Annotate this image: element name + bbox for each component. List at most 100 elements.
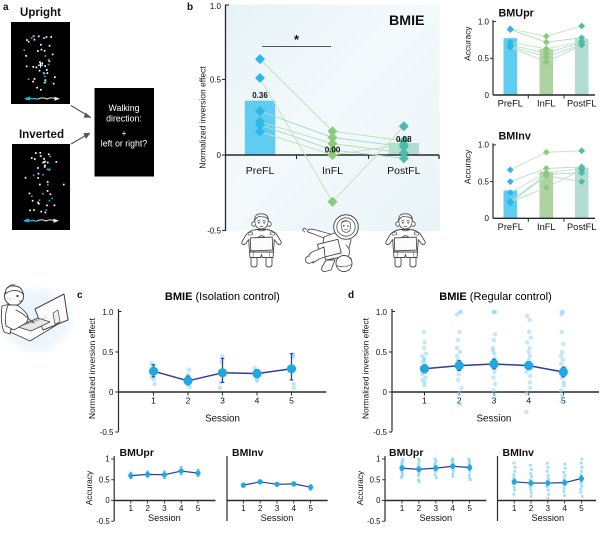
svg-text:Session: Session xyxy=(477,414,512,425)
svg-text:Normalized inversion effect: Normalized inversion effect xyxy=(361,317,371,419)
svg-text:3: 3 xyxy=(220,396,225,406)
svg-text:1: 1 xyxy=(241,504,246,513)
svg-text:1: 1 xyxy=(151,396,156,406)
svg-text:0: 0 xyxy=(485,91,490,100)
svg-text:Accuracy: Accuracy xyxy=(355,470,365,505)
svg-text:Accuracy: Accuracy xyxy=(84,470,94,505)
svg-text:1: 1 xyxy=(376,455,380,464)
svg-text:5: 5 xyxy=(579,504,584,513)
svg-text:BMIE (Isolation control): BMIE (Isolation control) xyxy=(165,291,280,303)
svg-text:-0.5: -0.5 xyxy=(207,226,221,235)
svg-text:a: a xyxy=(3,2,9,13)
svg-text:1.0: 1.0 xyxy=(478,141,490,150)
svg-text:*: * xyxy=(294,32,300,47)
svg-text:0.08: 0.08 xyxy=(396,135,412,144)
svg-text:BMUpr: BMUpr xyxy=(499,7,535,19)
svg-text:2: 2 xyxy=(145,504,150,513)
svg-text:0.5: 0.5 xyxy=(99,475,111,484)
svg-text:c: c xyxy=(77,290,83,301)
svg-text:0.5: 0.5 xyxy=(478,54,490,63)
svg-text:0: 0 xyxy=(217,151,222,160)
svg-text:0.36: 0.36 xyxy=(252,91,268,100)
svg-text:0: 0 xyxy=(376,496,381,505)
svg-text:1.0: 1.0 xyxy=(478,17,490,26)
svg-text:2: 2 xyxy=(186,396,191,406)
svg-text:Inverted: Inverted xyxy=(19,128,64,141)
svg-text:0.5: 0.5 xyxy=(102,348,114,357)
svg-text:PreFL: PreFL xyxy=(246,165,275,177)
svg-text:Normalized inversion effect: Normalized inversion effect xyxy=(198,66,208,169)
svg-text:d: d xyxy=(348,290,354,301)
svg-text:0: 0 xyxy=(105,496,110,505)
svg-text:3: 3 xyxy=(434,504,439,513)
svg-text:-0.5: -0.5 xyxy=(367,517,381,526)
svg-text:Accuracy: Accuracy xyxy=(463,26,473,61)
svg-text:1.0: 1.0 xyxy=(102,308,114,317)
svg-text:BMIE: BMIE xyxy=(389,13,424,29)
svg-text:5: 5 xyxy=(308,504,313,513)
svg-text:0.5: 0.5 xyxy=(376,348,388,357)
svg-text:1: 1 xyxy=(400,504,405,513)
svg-text:left or right?: left or right? xyxy=(101,139,148,149)
svg-text:2: 2 xyxy=(258,504,263,513)
svg-text:3: 3 xyxy=(492,396,497,406)
svg-text:-0.5: -0.5 xyxy=(100,428,114,437)
svg-text:+: + xyxy=(122,129,127,138)
svg-text:Normalized inversion effect: Normalized inversion effect xyxy=(87,317,97,419)
svg-text:2: 2 xyxy=(417,504,422,513)
svg-text:1.0: 1.0 xyxy=(210,2,222,11)
svg-text:2: 2 xyxy=(529,504,534,513)
svg-text:3: 3 xyxy=(275,504,280,513)
svg-text:-0.5: -0.5 xyxy=(96,517,110,526)
svg-text:0: 0 xyxy=(109,388,114,397)
svg-text:b: b xyxy=(187,2,193,13)
svg-text:3: 3 xyxy=(162,504,167,513)
svg-text:0: 0 xyxy=(485,214,490,223)
svg-text:0.5: 0.5 xyxy=(370,475,382,484)
svg-text:4: 4 xyxy=(526,396,531,406)
svg-text:1: 1 xyxy=(512,504,517,513)
svg-text:4: 4 xyxy=(562,504,567,513)
svg-text:5: 5 xyxy=(467,504,472,513)
svg-text:BMUpr: BMUpr xyxy=(389,447,423,459)
svg-text:direction:: direction: xyxy=(106,114,142,124)
svg-text:PostFL: PostFL xyxy=(387,165,420,177)
svg-text:InFL: InFL xyxy=(322,165,343,177)
svg-text:Session: Session xyxy=(148,513,181,523)
svg-text:PostFL: PostFL xyxy=(567,222,596,232)
svg-text:1: 1 xyxy=(105,455,109,464)
svg-text:Walking: Walking xyxy=(109,103,140,113)
svg-text:0.00: 0.00 xyxy=(325,145,341,154)
svg-text:5: 5 xyxy=(196,504,201,513)
svg-text:BMInv: BMInv xyxy=(499,131,531,143)
svg-text:BMUpr: BMUpr xyxy=(120,447,154,459)
svg-text:0.5: 0.5 xyxy=(210,75,222,84)
svg-text:0: 0 xyxy=(383,388,388,397)
svg-text:4: 4 xyxy=(179,504,184,513)
svg-text:PostFL: PostFL xyxy=(567,99,596,109)
svg-text:4: 4 xyxy=(292,504,297,513)
svg-text:1: 1 xyxy=(422,396,427,406)
svg-text:Session: Session xyxy=(261,513,294,523)
svg-text:5: 5 xyxy=(289,396,294,406)
svg-text:InFL: InFL xyxy=(537,222,556,232)
svg-text:3: 3 xyxy=(546,504,551,513)
svg-text:1: 1 xyxy=(129,504,134,513)
svg-text:BMInv: BMInv xyxy=(232,447,264,459)
svg-text:PreFL: PreFL xyxy=(498,222,523,232)
svg-text:4: 4 xyxy=(255,396,260,406)
svg-text:Session: Session xyxy=(531,513,564,523)
svg-text:Upright: Upright xyxy=(20,7,61,19)
svg-text:0.5: 0.5 xyxy=(478,177,490,186)
svg-text:Session: Session xyxy=(205,414,240,425)
svg-text:PreFL: PreFL xyxy=(498,99,523,109)
svg-text:-0.5: -0.5 xyxy=(373,428,387,437)
svg-text:2: 2 xyxy=(457,396,462,406)
svg-text:Session: Session xyxy=(419,513,452,523)
svg-text:BMInv: BMInv xyxy=(503,447,535,459)
svg-text:InFL: InFL xyxy=(537,99,556,109)
svg-text:4: 4 xyxy=(450,504,455,513)
svg-text:1.0: 1.0 xyxy=(376,308,388,317)
svg-text:BMIE (Regular control): BMIE (Regular control) xyxy=(439,291,551,303)
svg-text:Accuracy: Accuracy xyxy=(463,149,473,184)
